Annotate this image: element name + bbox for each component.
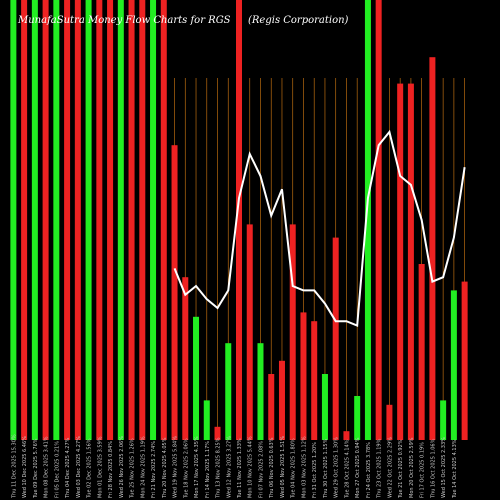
bar <box>225 343 232 440</box>
bar <box>128 0 135 440</box>
bar <box>139 0 146 440</box>
x-tick-label: Tue 14 Oct 2025 4.13% <box>452 439 458 499</box>
x-tick-label: Fri 14 Nov 2025 1.17% <box>205 441 211 498</box>
bar <box>300 312 307 440</box>
bar <box>289 224 296 440</box>
x-tick-label: Wed 15 Oct 2025 2.33% <box>441 437 447 498</box>
x-tick-label: Fri 17 Oct 2025 0.19% <box>420 442 426 498</box>
x-tick-label: Tue 11 Nov 2025 1.33% <box>237 438 243 499</box>
x-tick-label: Mon 20 Oct 2025 2.59% <box>409 437 415 498</box>
bar <box>278 360 285 440</box>
x-tick-label: Tue 18 Nov 2025 2.06% <box>183 438 189 499</box>
x-tick-label: Wed 29 Oct 2025 1.30% <box>334 437 340 498</box>
x-tick-label: Thu 20 Nov 2025 4.05% <box>162 437 168 499</box>
bar <box>354 396 361 440</box>
chart-title-right: (Regis Corporation) <box>248 15 349 26</box>
bar <box>64 0 71 440</box>
x-tick-label: Fri 21 Nov 2025 2.74% <box>151 441 157 498</box>
bar <box>160 0 167 440</box>
x-tick-label: Wed 10 Dec 2025 6.46% <box>22 436 28 498</box>
bar <box>53 0 60 440</box>
bar <box>31 0 38 440</box>
bar <box>117 0 124 440</box>
x-tick-label: Tue 02 Dec 2025 1.56% <box>87 438 93 499</box>
x-tick-labels: Thu 11 Dec 2025 15.30% Wed 10 Dec 2025 6.… <box>11 434 458 499</box>
bar <box>450 290 457 440</box>
x-tick-label: Mon 08 Dec 2025 3.41% <box>44 436 50 498</box>
bar <box>386 404 393 440</box>
x-tick-label: Fri 07 Nov 2025 2.08% <box>258 441 264 498</box>
x-tick-label: Wed 19 Nov 2025 5.84% <box>173 436 179 498</box>
x-tick-label: Wed 12 Nov 2025 3.27% <box>226 436 232 498</box>
x-tick-label: Mon 17 Nov 2025 4.35% <box>194 436 200 498</box>
x-tick-label: Mon 27 Oct 2025 0.94% <box>355 437 361 498</box>
bar <box>85 0 92 440</box>
bar-series <box>10 0 468 440</box>
x-tick-label: Thu 13 Nov 2025 8.25% <box>216 437 222 499</box>
bar <box>236 0 242 440</box>
bar <box>332 237 339 440</box>
bar <box>268 374 275 440</box>
bar <box>74 0 81 440</box>
bar <box>321 374 328 440</box>
x-tick-label: Mon 10 Nov 2025 5.44% <box>248 436 254 498</box>
chart-title-left: MunafaSutra Money Flow Charts for RGS <box>18 15 231 26</box>
bar <box>440 400 447 440</box>
x-tick-label: Tue 09 Dec 2025 5.76% <box>33 438 39 499</box>
x-tick-label: Wed 05 Nov 2025 1.51% <box>280 436 286 498</box>
bar <box>21 0 28 440</box>
x-tick-label: Thu 11 Dec 2025 15.30% <box>11 434 17 499</box>
bar <box>343 431 350 440</box>
bar <box>150 0 157 440</box>
bar <box>246 224 253 440</box>
x-tick-label: Mon 01 Dec 2025 3.59% <box>97 436 103 498</box>
bar <box>397 83 404 440</box>
bar <box>107 0 114 440</box>
x-tick-label: Wed 22 Oct 2025 2.29% <box>387 437 393 498</box>
bar <box>182 277 189 440</box>
bar <box>171 145 178 440</box>
bar <box>193 316 200 440</box>
x-tick-label: Mon 24 Nov 2025 1.19% <box>140 436 146 498</box>
x-tick-label: Thu 30 Oct 2025 1.15% <box>323 438 329 499</box>
x-tick-label: Wed 03 Dec 2025 4.27% <box>76 436 82 498</box>
x-tick-label: Fri 31 Oct 2025 1.20% <box>312 442 318 498</box>
bar <box>42 0 49 440</box>
x-tick-label: Tue 04 Nov 2025 1.80% <box>291 438 297 499</box>
bar <box>429 57 436 440</box>
x-tick-label: Tue 21 Oct 2025 0.92% <box>398 439 404 499</box>
x-tick-label: Thu 06 Nov 2025 0.63% <box>269 437 275 499</box>
x-tick-label: Tue 25 Nov 2025 1.26% <box>130 438 136 499</box>
bar <box>418 264 425 440</box>
bar <box>364 0 371 440</box>
x-tick-label: Thu 04 Dec 2025 4.27% <box>65 437 71 499</box>
bar <box>214 426 221 440</box>
x-tick-label: Fri 28 Nov 2025 0.84% <box>108 441 114 498</box>
x-tick-label: Wed 26 Nov 2025 2.06% <box>119 436 125 498</box>
bar <box>203 400 210 440</box>
bar <box>257 343 264 440</box>
x-tick-label: Fri 05 Dec 2025 0.21% <box>54 441 60 498</box>
bar <box>10 0 17 440</box>
bar <box>407 83 414 440</box>
x-tick-label: Fri 24 Oct 2025 3.78% <box>366 442 372 498</box>
x-tick-label: Mon 03 Nov 2025 1.12% <box>301 436 307 498</box>
x-tick-label: Thu 16 Oct 2025 1.06% <box>430 438 436 499</box>
money-flow-line <box>173 129 466 328</box>
bar <box>375 0 382 440</box>
x-tick-label: Thu 23 Oct 2025 1.19% <box>377 438 383 499</box>
x-tick-label: Tue 28 Oct 2025 4.14% <box>344 439 350 499</box>
bar <box>311 321 318 440</box>
bar <box>461 281 468 440</box>
bar <box>96 0 103 440</box>
